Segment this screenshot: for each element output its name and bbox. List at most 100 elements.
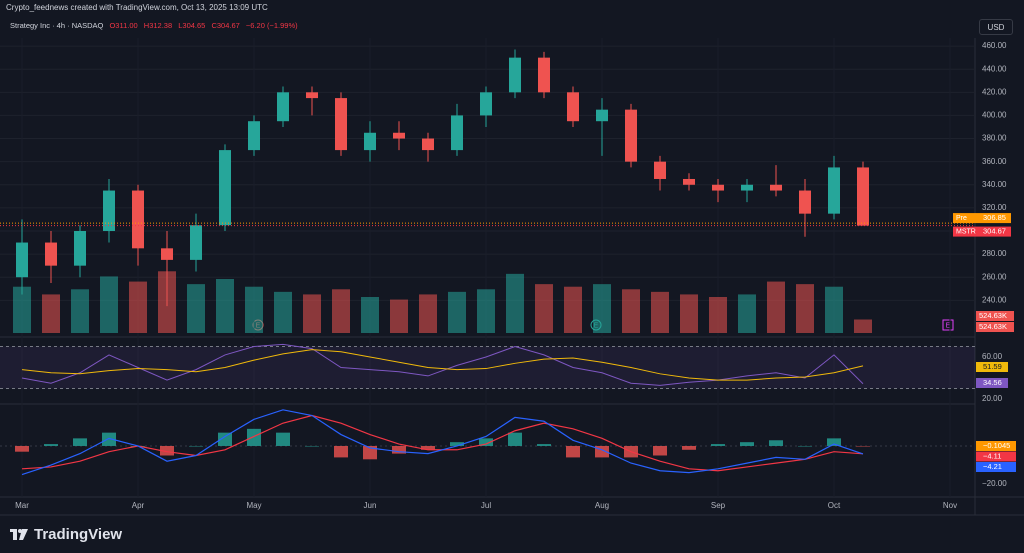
candle-body [509,57,521,93]
event-box [942,319,954,331]
histogram-bar [15,445,29,452]
event-badge[interactable]: E [942,319,954,331]
price-label-value: 304.67 [983,227,1006,236]
price-label-name: MSTR [956,228,976,235]
candle-body [306,92,318,99]
legend: Strategy Inc · 4h · NASDAQ O311.00 H312.… [10,21,298,30]
volume-label-box [976,311,1014,321]
histogram-bar [508,432,522,446]
candle-body [190,225,202,260]
price-label-box [953,226,1011,237]
candle-body [422,138,434,151]
histogram-bar [479,438,493,446]
volume-bar [738,294,756,333]
attribution: Crypto_feednews created with TradingView… [6,3,268,12]
histogram-bar [769,440,783,446]
candle-body [567,92,579,122]
candle-body [277,92,289,122]
legend-low: L304.65 [178,21,206,30]
candle-body [248,121,260,151]
candle-body [16,242,28,278]
histogram-bar [73,438,87,446]
price-label-box [953,213,1011,224]
legend-close: C304.67 [211,21,240,30]
price-label-value: 306.85 [983,213,1006,222]
candle-body [103,190,115,231]
y-tick-label: 400.00 [982,111,1007,120]
histogram-bar [595,445,609,458]
volume-bar [361,297,379,333]
histogram-bar [682,445,696,450]
volume-bar [303,294,321,333]
candle-body [335,98,347,151]
value-label: −4.11 [983,451,1001,460]
histogram-bar [653,445,667,456]
candle-body [132,190,144,249]
value-label-box [976,441,1016,451]
candle-body [480,92,492,116]
candle-body [74,230,86,266]
rsi-band [0,346,975,389]
logo [10,529,28,540]
candle-body [625,109,637,162]
volume-bar [796,284,814,333]
histogram-bar [102,432,116,446]
volume-bar [854,319,872,333]
volume-bar [535,284,553,333]
brand-name: TradingView [34,526,123,543]
value-label-box [976,451,1016,462]
candle-body [857,167,869,226]
volume-label: 524.63K [979,311,1007,320]
brand: TradingView [10,526,122,543]
histogram-bar [218,432,232,446]
y-tick-label: 20.00 [982,394,1003,403]
histogram-bar [334,445,348,458]
x-tick-label: Aug [595,501,609,510]
volume-bar [622,289,640,333]
histogram-bar [363,445,377,460]
candle-body [596,109,608,122]
volume-bar [129,281,147,333]
volume-bar [274,291,292,333]
y-tick-label: 360.00 [982,157,1007,166]
symbol: Strategy Inc · 4h · NASDAQ [10,21,104,30]
volume-bar [332,289,350,333]
volume-bar [709,297,727,333]
volume-bar [216,279,234,333]
logo-part [13,529,17,540]
candle-body [219,150,231,226]
volume-bar [477,289,495,333]
rsi-line [21,343,864,386]
value-label: 51.59 [983,362,1002,371]
value-label: −4.21 [983,462,1002,471]
histogram-bar [276,432,290,446]
volume-bar [390,299,408,333]
volume-bar [13,286,31,333]
volume-bar [593,284,611,333]
logo-part [18,529,22,533]
candle-body [654,161,666,179]
candle-body [712,184,724,191]
x-tick-label: Jul [481,501,491,510]
currency-button[interactable]: USD [979,19,1013,35]
volume-bar [767,281,785,333]
x-tick-label: May [246,501,261,510]
volume-bar [680,294,698,333]
event-label: E [946,322,951,329]
value-label: −0.1045 [983,441,1010,450]
candle-body [828,167,840,214]
legend-high: H312.38 [143,21,173,30]
y-tick-label: 340.00 [982,180,1007,189]
histogram-bar [537,444,551,446]
value-label-box [976,378,1008,388]
legend-change: −6.20 (−1.99%) [245,21,298,30]
volume-label-box [976,322,1014,332]
y-tick-label: 260.00 [982,272,1007,281]
x-tick-label: Oct [828,501,841,510]
histogram-bar [740,442,754,446]
candle-body [451,115,463,151]
histogram-bar [392,445,406,454]
y-tick-label: 380.00 [982,134,1007,143]
candle-body [45,242,57,266]
